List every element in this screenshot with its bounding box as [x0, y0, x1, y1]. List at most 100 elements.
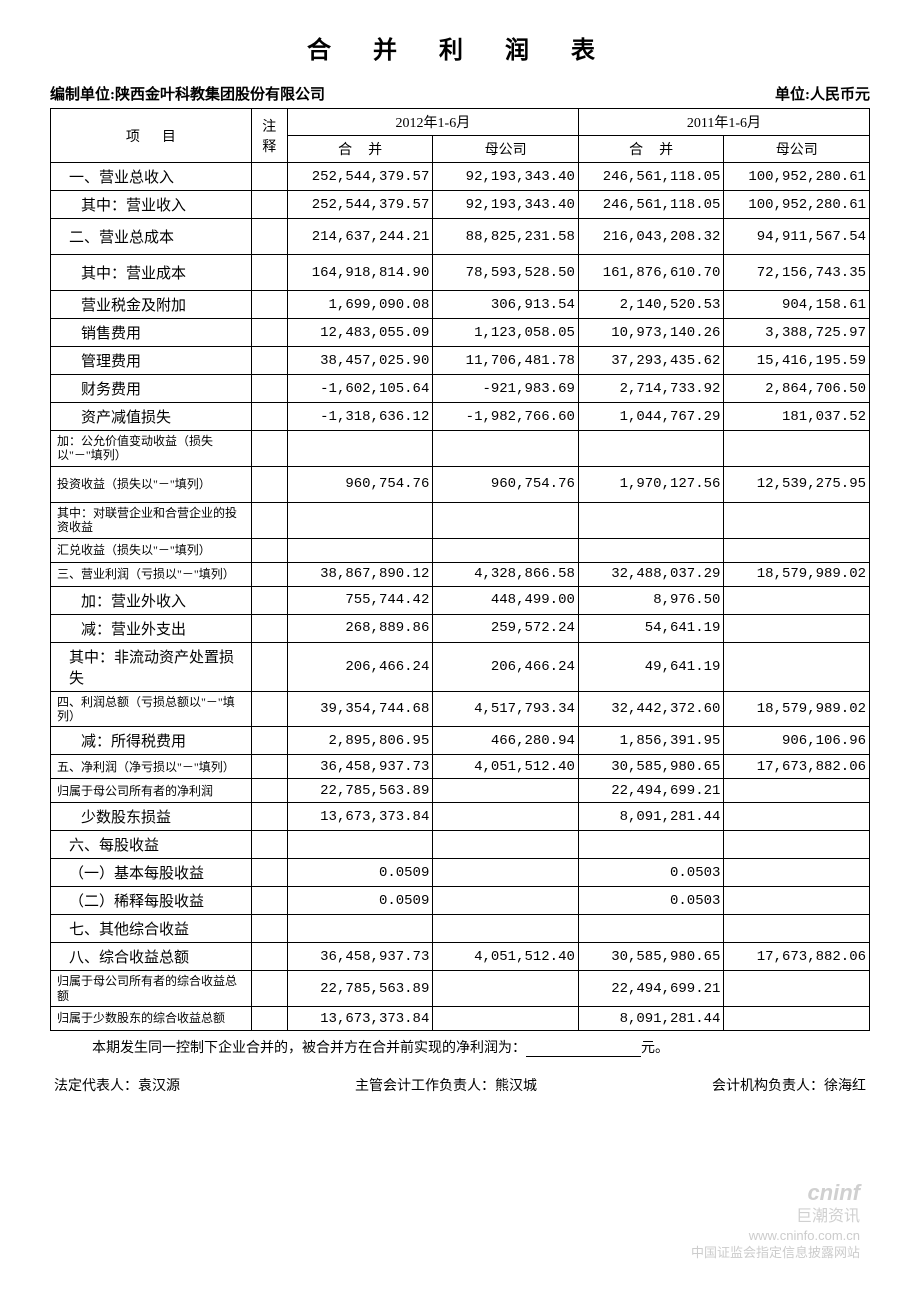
value-cell: 1,123,058.05: [433, 319, 579, 347]
value-cell: [724, 971, 870, 1007]
item-label: 归属于母公司所有者的净利润: [51, 779, 252, 803]
value-cell: 22,785,563.89: [287, 779, 433, 803]
table-row: （二）稀释每股收益0.05090.0503: [51, 887, 870, 915]
col-2011-header: 2011年1-6月: [578, 109, 869, 136]
value-cell: 10,973,140.26: [578, 319, 724, 347]
table-row: 管理费用38,457,025.9011,706,481.7837,293,435…: [51, 347, 870, 375]
footer-note-suffix: 元。: [641, 1041, 669, 1056]
signatures-row: 法定代表人：袁汉源 主管会计工作负责人：熊汉城 会计机构负责人：徐海红: [50, 1075, 870, 1095]
watermark-sub: 巨潮资讯: [691, 1207, 860, 1228]
note-cell: [251, 803, 287, 831]
table-row: 其中：对联营企业和合营企业的投资收益: [51, 502, 870, 538]
item-label: 汇兑收益（损失以"－"填列）: [51, 538, 252, 562]
note-cell: [251, 614, 287, 642]
value-cell: 8,976.50: [578, 586, 724, 614]
col-2011-consolidated: 合并: [578, 136, 724, 163]
value-cell: 37,293,435.62: [578, 347, 724, 375]
value-cell: 8,091,281.44: [578, 1007, 724, 1031]
value-cell: [724, 859, 870, 887]
note-cell: [251, 466, 287, 502]
table-row: 少数股东损益13,673,373.848,091,281.44: [51, 803, 870, 831]
value-cell: [433, 831, 579, 859]
table-row: 四、利润总额（亏损总额以"－"填列）39,354,744.684,517,793…: [51, 691, 870, 727]
item-label: 减：所得税费用: [51, 727, 252, 755]
value-cell: 0.0503: [578, 887, 724, 915]
table-row: 其中：营业成本164,918,814.9078,593,528.50161,87…: [51, 255, 870, 291]
value-cell: [724, 538, 870, 562]
value-cell: 13,673,373.84: [287, 1007, 433, 1031]
note-cell: [251, 163, 287, 191]
table-row: 加：公允价值变动收益（损失以"－"填列）: [51, 431, 870, 467]
value-cell: 18,579,989.02: [724, 691, 870, 727]
item-label: （二）稀释每股收益: [51, 887, 252, 915]
value-cell: 32,488,037.29: [578, 562, 724, 586]
value-cell: 72,156,743.35: [724, 255, 870, 291]
item-label: 四、利润总额（亏损总额以"－"填列）: [51, 691, 252, 727]
table-row: 财务费用-1,602,105.64-921,983.692,714,733.92…: [51, 375, 870, 403]
value-cell: [724, 831, 870, 859]
value-cell: [724, 915, 870, 943]
item-label: 一、营业总收入: [51, 163, 252, 191]
value-cell: 30,585,980.65: [578, 755, 724, 779]
value-cell: [578, 915, 724, 943]
item-label: 加：营业外收入: [51, 586, 252, 614]
unit-label: 单位:人民币元: [775, 83, 870, 104]
company-label: 编制单位:陕西金叶科教集团股份有限公司: [50, 83, 325, 104]
note-cell: [251, 502, 287, 538]
col-2011-parent: 母公司: [724, 136, 870, 163]
value-cell: [433, 502, 579, 538]
value-cell: 164,918,814.90: [287, 255, 433, 291]
value-cell: [287, 831, 433, 859]
value-cell: -1,318,636.12: [287, 403, 433, 431]
item-label: 减：营业外支出: [51, 614, 252, 642]
value-cell: 12,483,055.09: [287, 319, 433, 347]
value-cell: [724, 779, 870, 803]
item-label: 归属于少数股东的综合收益总额: [51, 1007, 252, 1031]
value-cell: [433, 1007, 579, 1031]
value-cell: [578, 502, 724, 538]
table-row: 归属于母公司所有者的综合收益总额22,785,563.8922,494,699.…: [51, 971, 870, 1007]
value-cell: [724, 614, 870, 642]
value-cell: [578, 431, 724, 467]
value-cell: 2,714,733.92: [578, 375, 724, 403]
item-label: 五、净利润（净亏损以"－"填列）: [51, 755, 252, 779]
value-cell: 38,867,890.12: [287, 562, 433, 586]
legal-rep: 法定代表人：袁汉源: [54, 1075, 180, 1095]
value-cell: 0.0509: [287, 859, 433, 887]
note-cell: [251, 971, 287, 1007]
value-cell: 30,585,980.65: [578, 943, 724, 971]
value-cell: 8,091,281.44: [578, 803, 724, 831]
value-cell: 17,673,882.06: [724, 755, 870, 779]
note-cell: [251, 727, 287, 755]
value-cell: 2,140,520.53: [578, 291, 724, 319]
table-row: 七、其他综合收益: [51, 915, 870, 943]
col-2012-consolidated: 合并: [287, 136, 433, 163]
watermark-desc: 中国证监会指定信息披露网站: [691, 1245, 860, 1262]
item-label: 二、营业总成本: [51, 219, 252, 255]
item-label: 其中：非流动资产处置损失: [51, 642, 252, 691]
note-cell: [251, 319, 287, 347]
value-cell: [578, 538, 724, 562]
watermark: cninf 巨潮资讯 www.cninfo.com.cn 中国证监会指定信息披露…: [691, 1179, 860, 1262]
value-cell: 181,037.52: [724, 403, 870, 431]
value-cell: 0.0503: [578, 859, 724, 887]
page-title: 合 并 利 润 表: [50, 30, 870, 65]
note-cell: [251, 431, 287, 467]
value-cell: 22,494,699.21: [578, 971, 724, 1007]
value-cell: 906,106.96: [724, 727, 870, 755]
footer-note: 本期发生同一控制下企业合并的，被合并方在合并前实现的净利润为：元。: [50, 1037, 870, 1057]
value-cell: [724, 642, 870, 691]
table-row: 八、综合收益总额36,458,937.734,051,512.4030,585,…: [51, 943, 870, 971]
value-cell: 960,754.76: [433, 466, 579, 502]
note-cell: [251, 538, 287, 562]
header-row-1: 项目 注释 2012年1-6月 2011年1-6月: [51, 109, 870, 136]
value-cell: 15,416,195.59: [724, 347, 870, 375]
note-cell: [251, 219, 287, 255]
value-cell: 11,706,481.78: [433, 347, 579, 375]
value-cell: [724, 502, 870, 538]
note-cell: [251, 255, 287, 291]
value-cell: 17,673,882.06: [724, 943, 870, 971]
value-cell: 100,952,280.61: [724, 163, 870, 191]
item-label: 六、每股收益: [51, 831, 252, 859]
value-cell: [724, 803, 870, 831]
